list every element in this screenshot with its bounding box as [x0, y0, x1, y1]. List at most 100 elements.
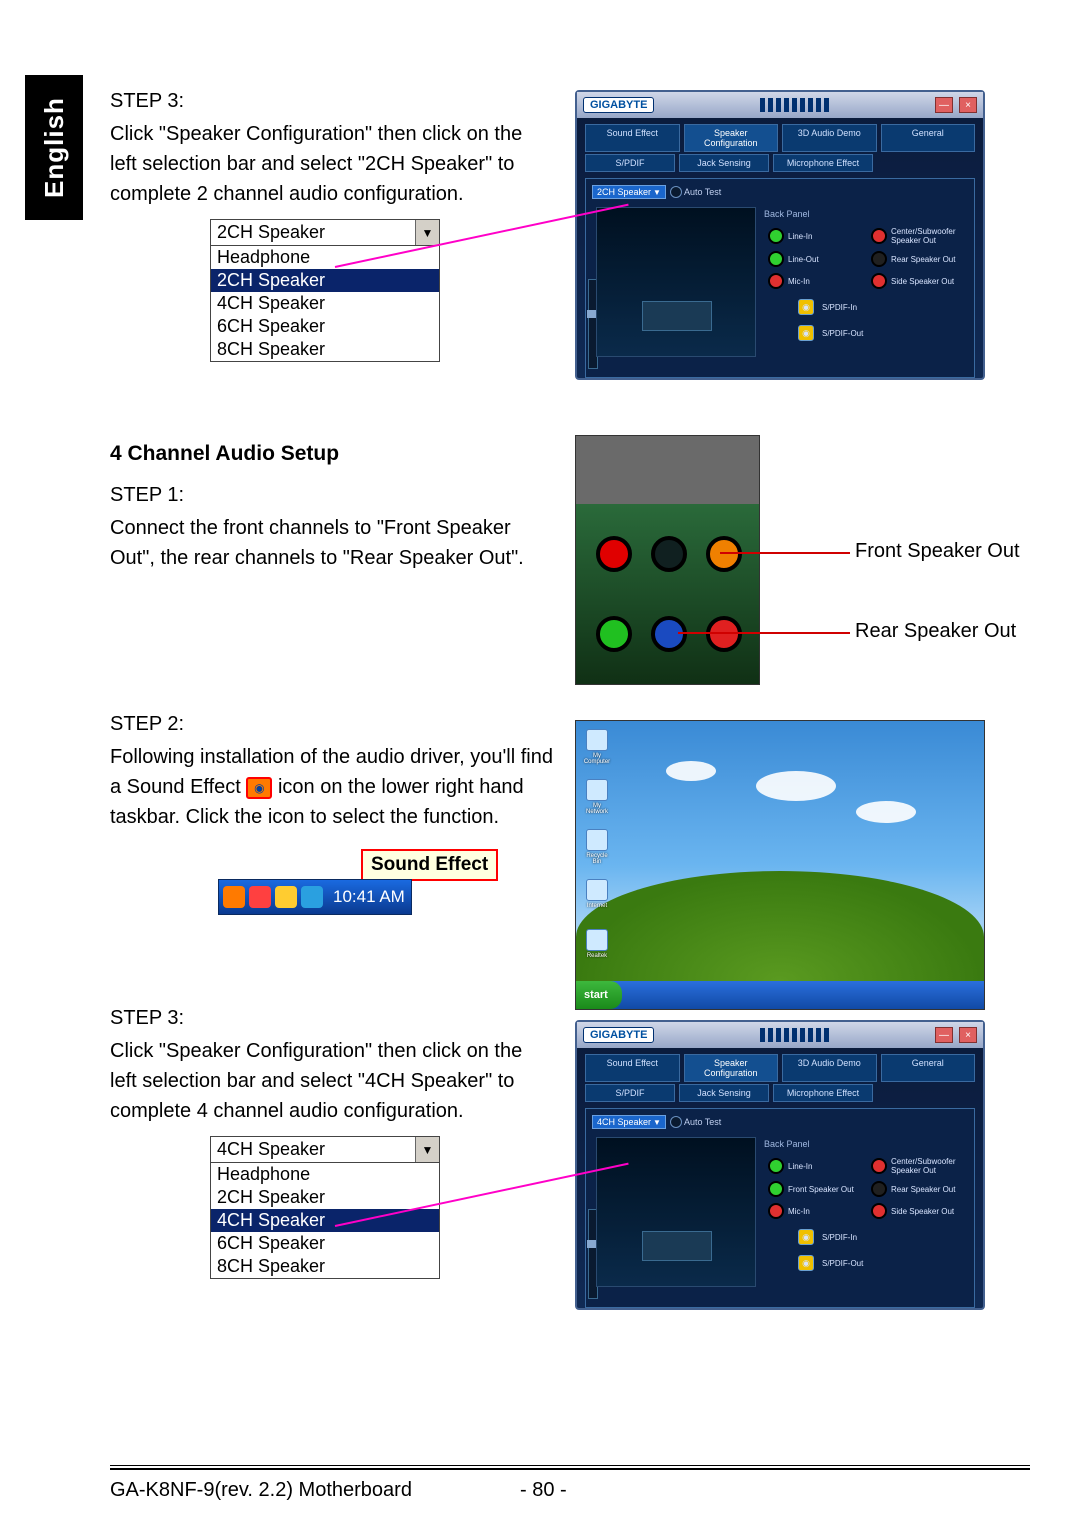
- dropdown-item[interactable]: 2CH Speaker: [211, 269, 439, 292]
- start-button[interactable]: start: [576, 981, 622, 1009]
- speaker-dropdown-2ch[interactable]: 2CH Speaker ▼ Headphone 2CH Speaker 4CH …: [210, 219, 440, 362]
- chevron-down-icon: ▼: [653, 1118, 661, 1127]
- chevron-down-icon[interactable]: ▼: [415, 1137, 439, 1162]
- dropdown-item[interactable]: 8CH Speaker: [211, 338, 439, 361]
- desktop-icon[interactable]: My Computer: [582, 729, 612, 765]
- sound-effect-tray-icon[interactable]: [301, 886, 323, 908]
- close-icon[interactable]: —: [935, 1027, 953, 1043]
- jack-icon[interactable]: [871, 228, 887, 244]
- jack-icon[interactable]: [768, 273, 784, 289]
- dropdown-item[interactable]: 2CH Speaker: [211, 1186, 439, 1209]
- tab-speaker-config[interactable]: Speaker Configuration: [684, 124, 779, 152]
- dropdown-list: Headphone 2CH Speaker 4CH Speaker 6CH Sp…: [211, 1163, 439, 1278]
- audio-jack: [706, 536, 742, 572]
- jack-panel: Back Panel Line-In Center/Subwoofer Spea…: [756, 1109, 974, 1307]
- tabs: Sound Effect Speaker Configuration 3D Au…: [577, 1048, 983, 1082]
- audio-jack: [651, 536, 687, 572]
- titlebar-stripes-icon: [660, 98, 929, 112]
- chevron-down-icon: ▼: [653, 188, 661, 197]
- audio-jack: [596, 536, 632, 572]
- spdif-icon[interactable]: ◉: [798, 325, 814, 341]
- dropdown-item[interactable]: 6CH Speaker: [211, 315, 439, 338]
- jack-icon[interactable]: [768, 1158, 784, 1174]
- titlebar-stripes-icon: [660, 1028, 929, 1042]
- jack-icon[interactable]: [871, 1158, 887, 1174]
- play-icon[interactable]: [670, 186, 682, 198]
- jack-icon[interactable]: [871, 1181, 887, 1197]
- footer-rule: [110, 1465, 1030, 1466]
- audio-config-window-2ch: GIGABYTE — × Sound Effect Speaker Config…: [575, 90, 985, 380]
- jack-icon[interactable]: [871, 1203, 887, 1219]
- play-icon[interactable]: [670, 1116, 682, 1128]
- jack-icon[interactable]: [768, 228, 784, 244]
- jack-icon[interactable]: [871, 273, 887, 289]
- language-text: English: [39, 97, 70, 198]
- tab-general[interactable]: General: [881, 124, 976, 152]
- tab-sound-effect[interactable]: Sound Effect: [585, 1054, 680, 1082]
- tray-icon[interactable]: [275, 886, 297, 908]
- dropdown-list: Headphone 2CH Speaker 4CH Speaker 6CH Sp…: [211, 246, 439, 361]
- audio-jack: [596, 616, 632, 652]
- speaker-dropdown-4ch[interactable]: 4CH Speaker ▼ Headphone 2CH Speaker 4CH …: [210, 1136, 440, 1279]
- window-titlebar: GIGABYTE — ×: [577, 1022, 983, 1048]
- sound-effect-tooltip: Sound Effect: [361, 849, 498, 881]
- tab-mic-effect[interactable]: Microphone Effect: [773, 154, 873, 172]
- dropdown-item[interactable]: Headphone: [211, 246, 439, 269]
- tab-3d-audio[interactable]: 3D Audio Demo: [782, 1054, 877, 1082]
- footer-rule: [110, 1468, 1030, 1470]
- tab-jack-sensing[interactable]: Jack Sensing: [679, 154, 769, 172]
- port-label: Front Speaker Out: [855, 540, 1020, 563]
- brand-logo: GIGABYTE: [583, 1027, 654, 1043]
- auto-test[interactable]: Auto Test: [670, 1116, 721, 1128]
- audio-jack: [706, 616, 742, 652]
- spdif-icon[interactable]: ◉: [798, 1229, 814, 1245]
- tab-sound-effect[interactable]: Sound Effect: [585, 124, 680, 152]
- speaker-room-preview: [596, 207, 756, 357]
- back-panel-label: Back Panel: [764, 209, 966, 219]
- tab-3d-audio[interactable]: 3D Audio Demo: [782, 124, 877, 152]
- brand-logo: GIGABYTE: [583, 97, 654, 113]
- speaker-mode-select[interactable]: 2CH Speaker▼: [592, 185, 666, 199]
- taskbar: start: [576, 981, 984, 1009]
- jack-icon[interactable]: [768, 251, 784, 267]
- tab-general[interactable]: General: [881, 1054, 976, 1082]
- dropdown-selected[interactable]: 2CH Speaker ▼: [211, 220, 439, 246]
- dropdown-item[interactable]: 8CH Speaker: [211, 1255, 439, 1278]
- sound-effect-icon: ◉: [246, 777, 272, 799]
- dropdown-item[interactable]: Headphone: [211, 1163, 439, 1186]
- tab-spdif[interactable]: S/PDIF: [585, 154, 675, 172]
- dropdown-item[interactable]: 6CH Speaker: [211, 1232, 439, 1255]
- language-tab: English: [25, 75, 83, 220]
- desktop-icon[interactable]: Internet: [582, 879, 612, 915]
- tray-icon[interactable]: [249, 886, 271, 908]
- chevron-down-icon[interactable]: ▼: [415, 220, 439, 245]
- jack-icon[interactable]: [768, 1203, 784, 1219]
- speaker-mode-select[interactable]: 4CH Speaker▼: [592, 1115, 666, 1129]
- tab-spdif[interactable]: S/PDIF: [585, 1084, 675, 1102]
- tray-clock: 10:41 AM: [327, 887, 405, 907]
- tabs: S/PDIF Jack Sensing Microphone Effect: [577, 1082, 983, 1102]
- pointer-line: [678, 632, 850, 634]
- desktop-icon[interactable]: Realtek: [582, 929, 612, 965]
- dropdown-selected[interactable]: 4CH Speaker ▼: [211, 1137, 439, 1163]
- dropdown-item[interactable]: 4CH Speaker: [211, 1209, 439, 1232]
- tray-icon[interactable]: [223, 886, 245, 908]
- close-icon[interactable]: —: [935, 97, 953, 113]
- spdif-icon[interactable]: ◉: [798, 1255, 814, 1271]
- close-icon[interactable]: ×: [959, 97, 977, 113]
- jack-icon[interactable]: [871, 251, 887, 267]
- panel-body: 2CH Speaker▼ Auto Test Back Panel Line-I…: [585, 178, 975, 378]
- pointer-line: [720, 552, 850, 554]
- close-icon[interactable]: ×: [959, 1027, 977, 1043]
- jack-icon[interactable]: [768, 1181, 784, 1197]
- tab-speaker-config[interactable]: Speaker Configuration: [684, 1054, 779, 1082]
- spdif-icon[interactable]: ◉: [798, 299, 814, 315]
- audio-port-panel: [575, 435, 760, 685]
- tab-mic-effect[interactable]: Microphone Effect: [773, 1084, 873, 1102]
- tab-jack-sensing[interactable]: Jack Sensing: [679, 1084, 769, 1102]
- desktop-icon[interactable]: Recycle Bin: [582, 829, 612, 865]
- tabs: S/PDIF Jack Sensing Microphone Effect: [577, 152, 983, 172]
- auto-test[interactable]: Auto Test: [670, 186, 721, 198]
- desktop-icon[interactable]: My Network: [582, 779, 612, 815]
- dropdown-item[interactable]: 4CH Speaker: [211, 292, 439, 315]
